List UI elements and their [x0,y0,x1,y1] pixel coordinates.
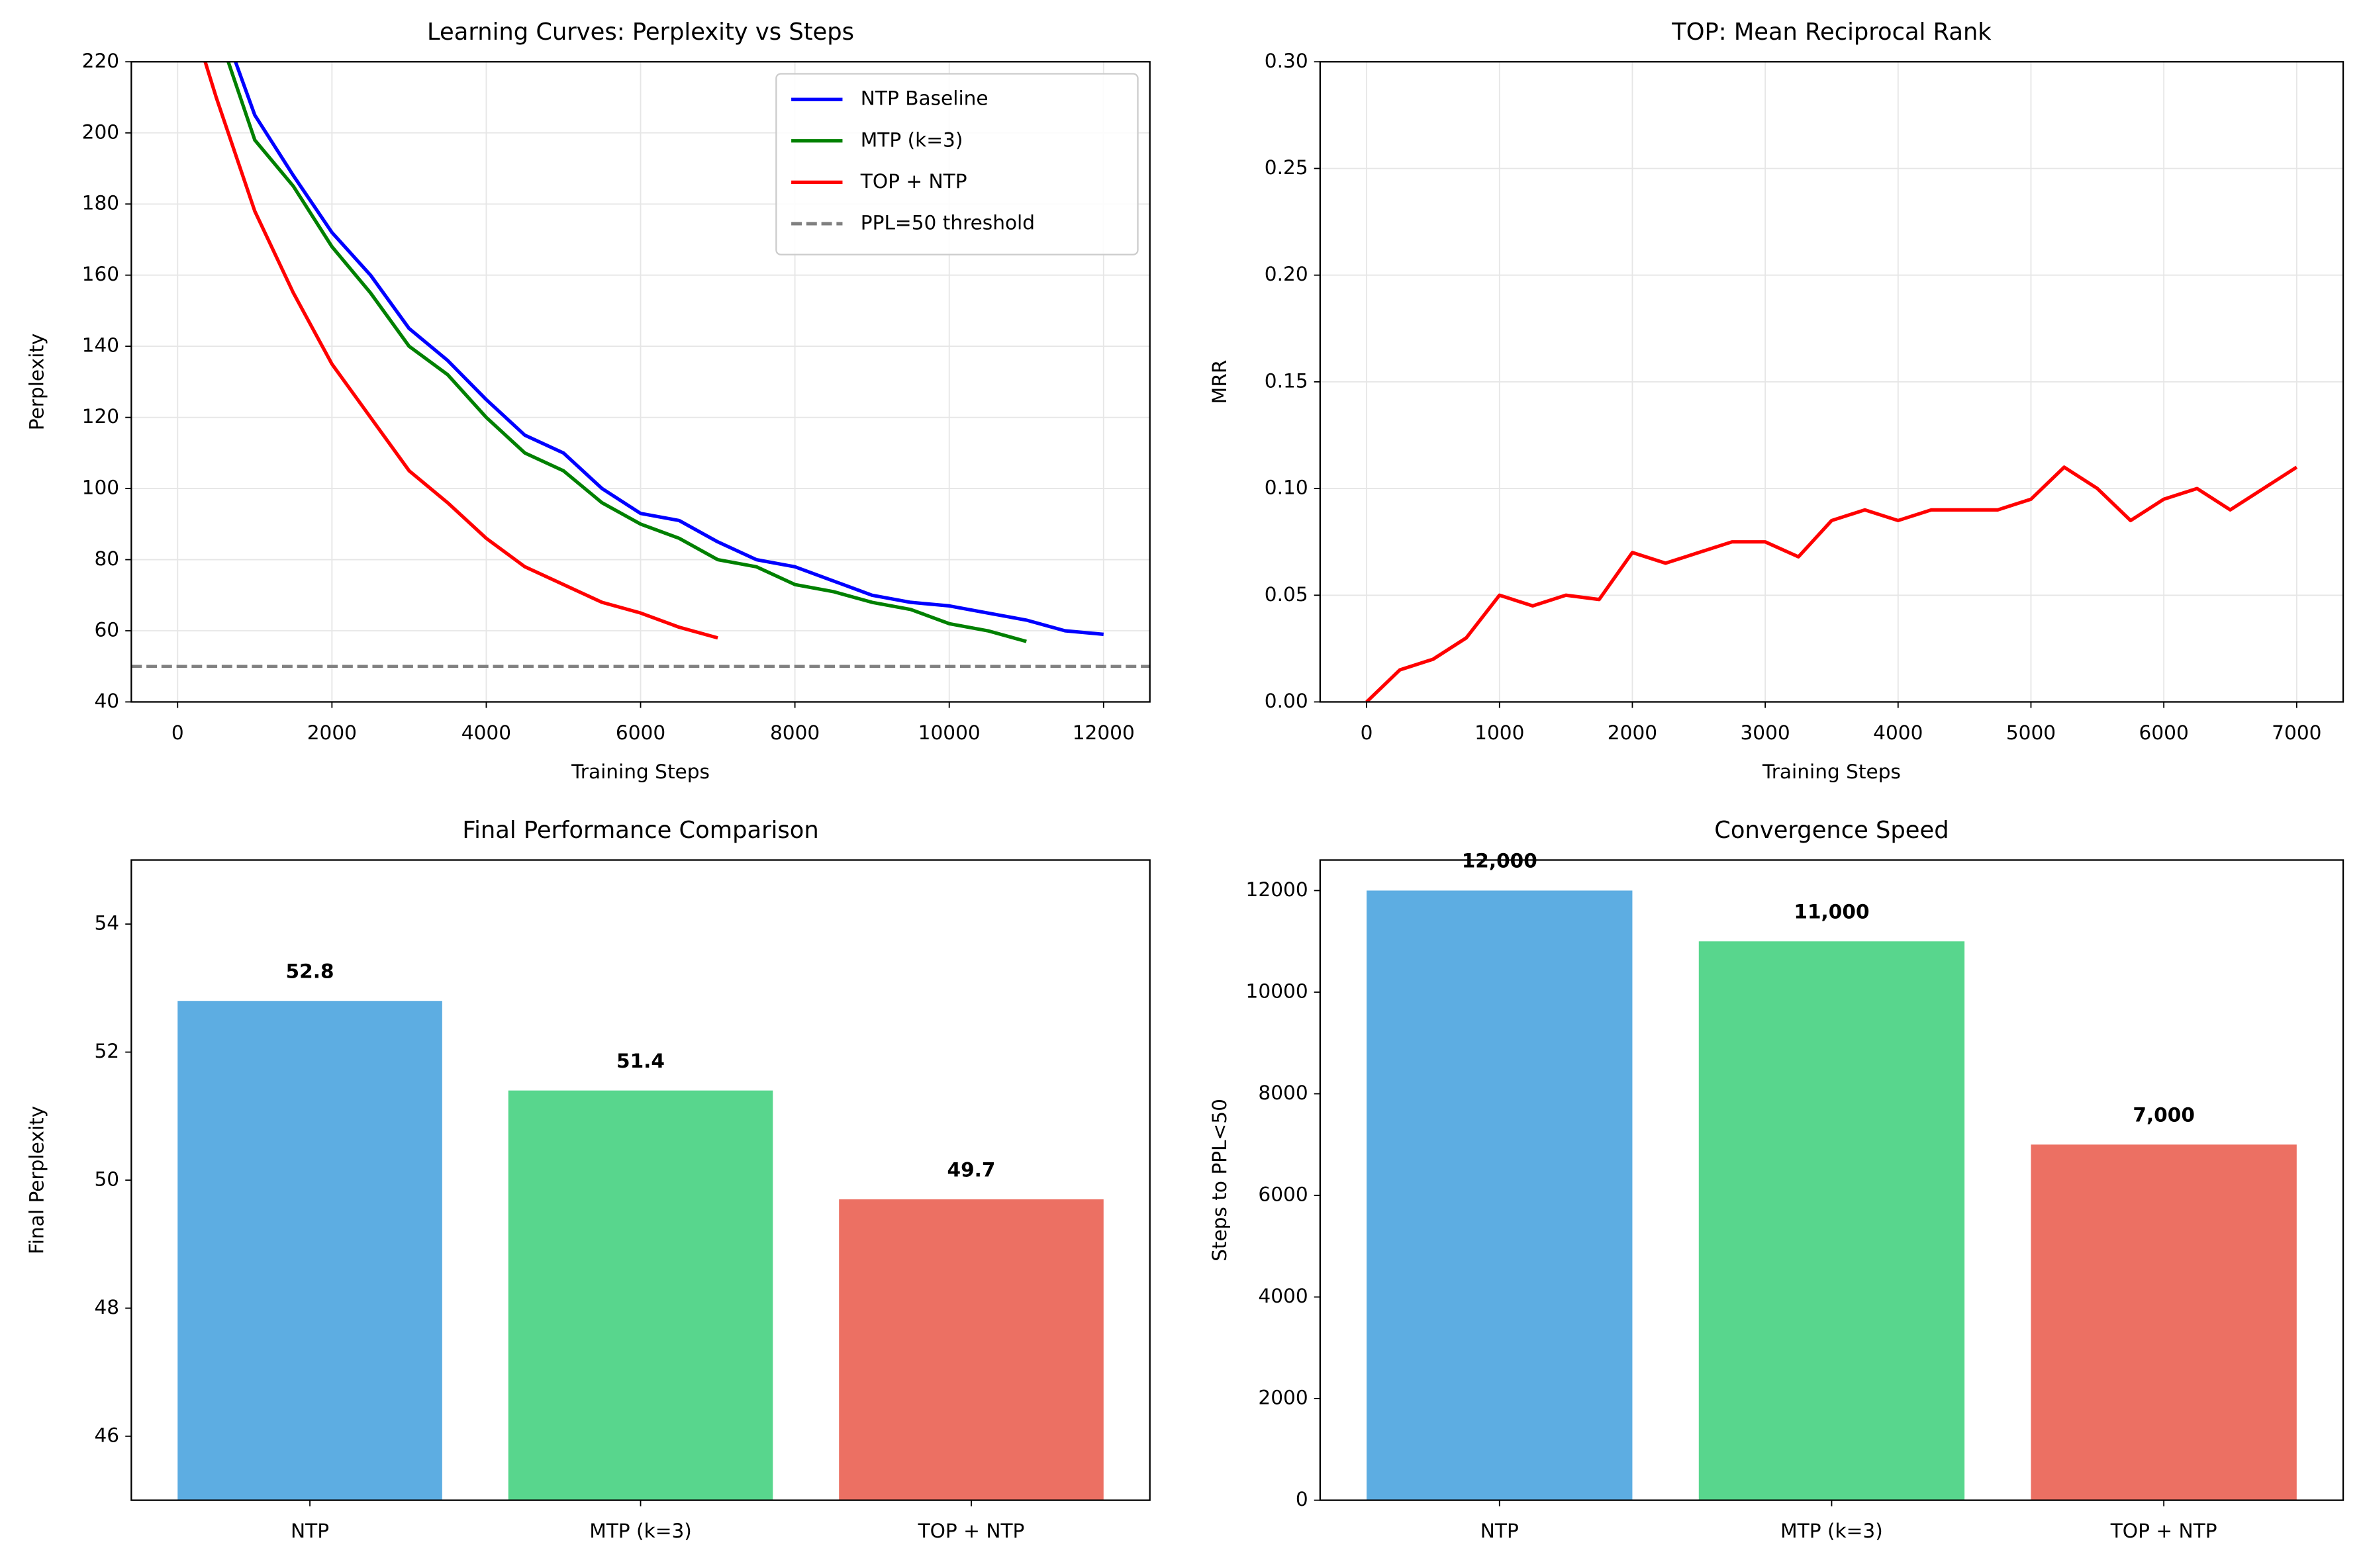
y-tick-label: 220 [82,50,119,72]
x-tick-label: 2000 [1608,721,1657,744]
plot-area [1365,465,2298,702]
y-tick-label: 140 [82,334,119,357]
bar [177,1001,442,1500]
y-tick-label: 10000 [1246,980,1308,1002]
y-axis-label: MRR [1208,360,1231,404]
y-tick-label: 0.10 [1265,477,1308,499]
legend-box [775,73,1139,255]
y-tick-label: 8000 [1258,1082,1308,1104]
value-label: 49.7 [947,1158,996,1181]
y-tick-label: 2000 [1258,1387,1308,1409]
x-tick-label: 10000 [918,721,981,744]
x-axis-label: Training Steps [571,761,710,783]
y-tick-label: 200 [82,120,119,143]
line-series [1365,465,2298,702]
panel: Final Performance Comparison Final Perple… [26,817,1151,1542]
x-tick-label: 4000 [461,721,511,744]
y-tick-label: 0.20 [1265,263,1308,285]
x-tick-label: 5000 [2006,721,2056,744]
legend-label: PPL=50 threshold [861,211,1035,234]
x-tick-label: 0 [171,721,184,744]
chart-title: Convergence Speed [1714,817,1949,844]
x-tick-label: NTP [1480,1520,1519,1542]
x-tick-label: 6000 [616,721,665,744]
legend-label: TOP + NTP [860,170,967,193]
x-tick-label: 4000 [1873,721,1923,744]
x-tick-label: 12000 [1073,721,1135,744]
y-tick-label: 100 [82,477,119,499]
value-label: 11,000 [1794,900,1869,923]
y-tick-label: 0.00 [1265,690,1308,712]
panel: Convergence Speed Steps to PPL<50 0 2000 400… [1208,817,2344,1542]
chart-title: TOP: Mean Reciprocal Rank [1671,19,1992,46]
line-series [233,62,1104,636]
y-axis-label: Final Perplexity [26,1106,48,1254]
y-axis-label: Steps to PPL<50 [1208,1099,1231,1262]
y-tick-label: 40 [94,690,119,712]
value-label: 51.4 [616,1050,665,1072]
y-tick-label: 48 [94,1296,119,1318]
y-tick-label: 120 [82,405,119,428]
x-tick-label: 0 [1361,721,1373,744]
y-tick-label: 12000 [1246,878,1308,901]
legend-label: MTP (k=3) [861,128,963,151]
x-tick-label: 2000 [307,721,357,744]
chart-title: Final Performance Comparison [462,817,818,844]
panel: Learning Curves: Perplexity vs Steps Trai… [26,19,1151,783]
x-tick-label: 7000 [2272,721,2321,744]
x-tick-label: 6000 [2139,721,2189,744]
axes-frame [1319,61,2344,703]
line-series [203,62,718,640]
y-tick-label: 52 [94,1040,119,1062]
y-tick-label: 46 [94,1424,119,1446]
x-tick-label: 8000 [770,721,820,744]
x-tick-label: NTP [291,1520,329,1542]
y-tick-label: 0 [1296,1488,1308,1510]
legend-label: NTP Baseline [861,87,989,110]
y-tick-label: 0.30 [1265,50,1308,72]
y-tick-label: 50 [94,1168,119,1191]
y-tick-label: 0.15 [1265,369,1308,392]
axes-frame [130,859,1151,1501]
bar [839,1199,1104,1500]
y-tick-label: 60 [94,619,119,641]
x-tick-label: MTP (k=3) [589,1520,692,1542]
plot-area [131,62,1150,669]
chart-title: Learning Curves: Perplexity vs Steps [427,19,854,46]
y-axis-label: Perplexity [26,334,48,431]
x-tick-label: 3000 [1740,721,1790,744]
y-tick-label: 160 [82,263,119,285]
value-label: 52.8 [286,960,334,982]
x-tick-label: TOP + NTP [2110,1520,2217,1542]
x-tick-label: 1000 [1474,721,1524,744]
y-tick-label: 0.25 [1265,156,1308,179]
x-axis-label: Training Steps [1762,761,1901,783]
y-tick-label: 0.05 [1265,583,1308,606]
bar [1367,890,1633,1500]
axes-frame [130,61,1151,703]
x-tick-label: MTP (k=3) [1780,1520,1883,1542]
line-series [226,62,1027,643]
value-label: 7,000 [2133,1104,2195,1127]
bar [2031,1144,2297,1500]
y-tick-label: 54 [94,912,119,935]
panel: TOP: Mean Reciprocal Rank Training Steps M… [1208,19,2344,783]
y-tick-label: 180 [82,192,119,214]
y-tick-label: 6000 [1258,1183,1308,1206]
bar [1698,941,1965,1500]
y-tick-label: 80 [94,547,119,570]
y-tick-label: 4000 [1258,1285,1308,1307]
axes-frame [1319,859,2344,1501]
legend: NTP Baseline MTP (k=3) TOP + NTP PPL=50 thr… [775,73,1139,255]
x-tick-label: TOP + NTP [918,1520,1025,1542]
value-label: 12,000 [1462,850,1537,872]
bar [508,1090,773,1500]
